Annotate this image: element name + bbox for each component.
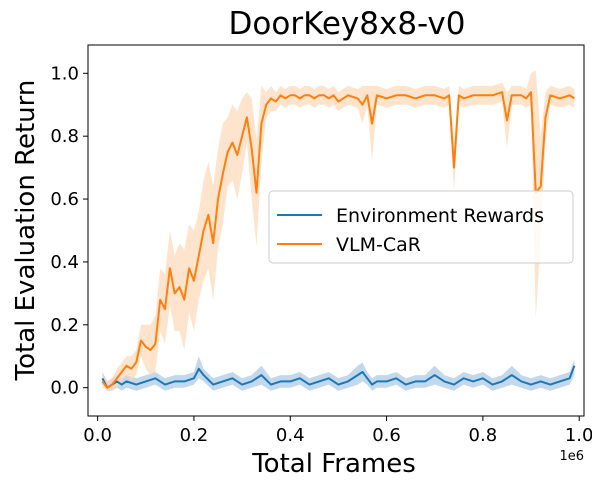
- y-tick-label: 1.0: [50, 63, 79, 84]
- legend-label: VLM-CaR: [336, 234, 421, 256]
- x-tick-label: 0.2: [180, 425, 209, 446]
- y-axis-ticks: 0.0 0.2 0.4 0.6 0.8 1.0: [50, 63, 88, 399]
- line-environment-rewards: [101, 365, 576, 389]
- legend-label: Environment Rewards: [336, 205, 544, 227]
- x-tick-label: 0.8: [469, 425, 498, 446]
- legend-box: [268, 190, 574, 264]
- x-tick-label: 0.6: [372, 425, 401, 446]
- y-tick-label: 0.8: [50, 126, 79, 147]
- x-tick-label: 1.0: [565, 425, 592, 446]
- series-lines: [101, 91, 576, 389]
- y-tick-label: 0.6: [50, 189, 79, 210]
- line-vlm-car: [101, 91, 575, 389]
- x-tick-label: 0.0: [83, 425, 112, 446]
- x-scale-label: 1e6: [559, 449, 584, 464]
- y-tick-label: 0.0: [50, 378, 79, 399]
- plot-frame: [87, 44, 585, 417]
- y-tick-label: 0.4: [50, 252, 79, 273]
- x-axis-label: Total Frames: [251, 449, 416, 479]
- legend: Environment Rewards VLM-CaR: [268, 190, 574, 264]
- band-vlm-car: [102, 70, 575, 391]
- chart-title: DoorKey8x8-v0: [229, 6, 466, 42]
- y-axis-label: Total Evaluation Return: [11, 80, 41, 382]
- x-axis-ticks: 0.0 0.2 0.4 0.6 0.8 1.0: [83, 416, 592, 446]
- x-tick-label: 0.4: [276, 425, 305, 446]
- y-tick-label: 0.2: [50, 315, 79, 336]
